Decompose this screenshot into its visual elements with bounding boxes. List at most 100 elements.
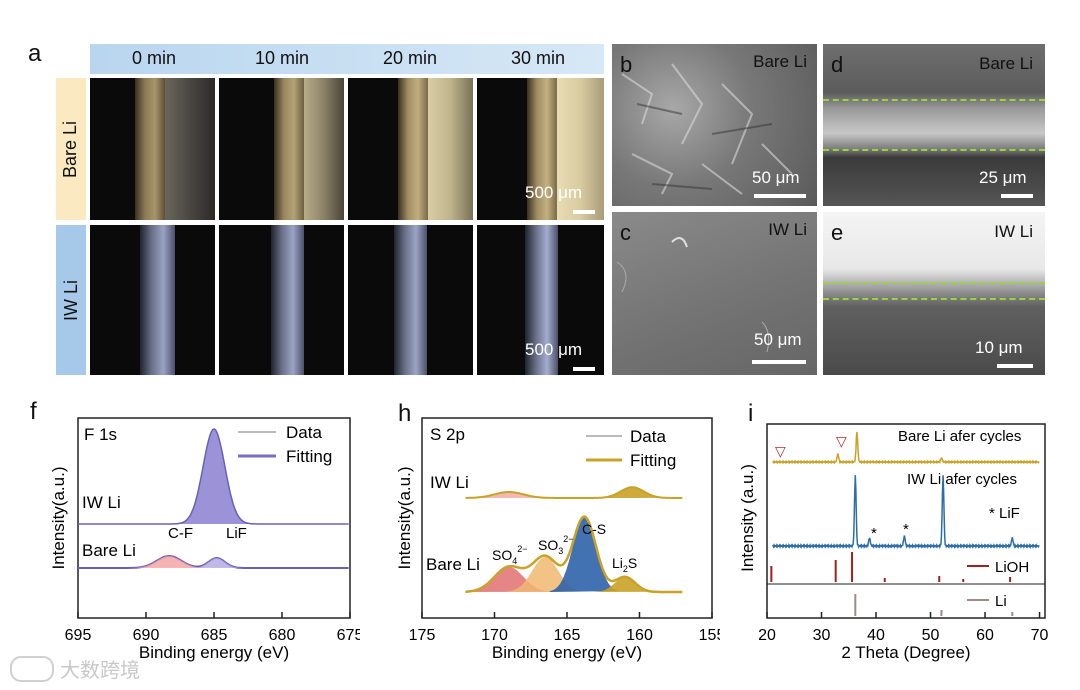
legend-data-label: Data (286, 423, 322, 442)
chart-i-li-refs (854, 594, 1014, 616)
panel-e-label: e (831, 220, 844, 245)
panel-f-label: f (30, 398, 37, 425)
panel-c-title: IW Li (768, 220, 807, 239)
chart-f-x-axis: 695 690 685 680 675 (65, 612, 360, 644)
chart-i-frame (766, 423, 1046, 619)
chart-i-x-axis: 20 30 40 50 60 70 (758, 612, 1049, 644)
legend-data-label-h: Data (630, 427, 666, 446)
x-tick-label: 680 (269, 627, 296, 644)
chart-h-bare-curve (465, 515, 683, 594)
watermark-logo-icon (10, 655, 54, 682)
panel-b-title: Bare Li (753, 52, 807, 71)
scale-label-c: 50 μm (754, 330, 802, 349)
chart-h-iw-label: IW Li (430, 473, 469, 492)
panel-c-label: c (620, 220, 631, 245)
interface-line-e-bottom (823, 298, 1045, 300)
chart-i-bare-label: Bare Li afer cycles (898, 428, 1021, 445)
chart-i-iw-label: IW Li afer cycles (907, 471, 1017, 488)
chart-f-legend: Data Fitting (238, 423, 332, 466)
chart-h-bare-label: Bare Li (426, 555, 480, 574)
time-label-30: 30 min (510, 48, 566, 68)
marker-triangle-2: ▽ (836, 433, 847, 449)
chart-h-cs-peak (549, 517, 619, 592)
scale-label-d: 25 μm (979, 168, 1027, 187)
chart-f-iw-label: IW Li (82, 493, 121, 512)
scale-bar-d (1001, 194, 1033, 198)
scale-bar-b (754, 194, 806, 198)
scale-label-a-bottom: 500 μm (525, 340, 583, 359)
micrograph-iw-10min (219, 225, 344, 375)
chart-h-cs-label: C-S (582, 521, 606, 537)
legend-fitting-label-h: Fitting (630, 451, 676, 470)
chart-h-li2s-label: Li2S (612, 555, 637, 574)
time-label-10: 10 min (254, 48, 310, 68)
chart-f-cf-label: C-F (168, 525, 193, 542)
time-label-0: 0 min (131, 48, 176, 68)
scale-label-e: 10 μm (975, 338, 1023, 357)
panel-a-time-header: 0 min 10 min 20 min 30 min (90, 44, 604, 74)
x-tick-label: 40 (867, 627, 885, 644)
chart-f-bare-curve (78, 554, 349, 569)
scale-bar-a-bottom (573, 367, 595, 371)
interface-line-d-bottom (823, 149, 1045, 151)
chart-h-iw-curve (465, 486, 683, 499)
interface-line-d-top (823, 99, 1045, 101)
watermark: 大数跨境 (10, 654, 140, 683)
chart-i-ylabel: Intensity (a.u.) (738, 464, 757, 572)
chart-f-lif-peak (192, 558, 242, 568)
x-tick-label: 155 (699, 627, 720, 644)
chart-f-title: F 1s (84, 425, 117, 444)
sem-image-d: d Bare Li 25 μm (823, 44, 1045, 206)
chart-h-so4-label: SO42− (492, 544, 528, 566)
x-tick-label: 60 (976, 627, 994, 644)
chart-h-li2s-peak (594, 577, 655, 592)
sem-texture-b (621, 63, 793, 195)
panel-d-title: Bare Li (979, 54, 1033, 73)
chart-f-ylabel: Intensity(a.u.) (49, 467, 68, 570)
panel-i-label: i (748, 400, 754, 427)
panel-d-label: d (831, 52, 844, 77)
micrograph-bare-0min (90, 78, 215, 220)
micrograph-bare-20min (348, 78, 473, 220)
chart-i-bare-pattern (772, 431, 1040, 465)
x-tick-label: 685 (201, 627, 228, 644)
lif-marker-1: * (871, 525, 877, 542)
lif-marker-2: * (903, 521, 909, 538)
panel-b-label: b (620, 52, 633, 77)
x-tick-label: 175 (409, 627, 436, 644)
chart-f-xlabel: Binding energy (eV) (139, 643, 289, 662)
panel-h-label: h (398, 400, 412, 427)
x-tick-label: 20 (758, 627, 776, 644)
micrograph-bare-10min (219, 78, 344, 220)
watermark-text: 大数跨境 (60, 660, 140, 682)
chart-i: ▽ ▽ Bare Li afer cycles IW Li afer cycle… (738, 423, 1049, 662)
micrograph-bare-30min: 500 μm (477, 78, 604, 220)
sem-image-c: c IW Li 50 μm (612, 212, 817, 375)
row-label-iw-li: IW Li (56, 225, 86, 375)
chart-h-x-axis: 175 170 165 160 155 (409, 612, 720, 644)
x-tick-label: 165 (554, 627, 581, 644)
panel-e-title: IW Li (994, 222, 1033, 241)
chart-f-cf-peak (132, 556, 206, 568)
x-tick-label: 675 (337, 627, 360, 644)
sem-texture-c (616, 237, 770, 353)
scale-bar-a-top (573, 210, 595, 214)
chart-i-li-label: Li (995, 593, 1007, 610)
marker-triangle-1: ▽ (775, 443, 786, 459)
chart-f-iw-peak (78, 428, 349, 525)
x-tick-label: 170 (481, 627, 508, 644)
legend-fitting-label: Fitting (286, 447, 332, 466)
chart-i-lioh-label: LiOH (995, 559, 1029, 576)
micrograph-iw-20min (348, 225, 473, 375)
chart-h-xlabel: Binding energy (eV) (492, 643, 642, 662)
sem-image-e: e IW Li 10 μm (823, 212, 1045, 375)
chart-i-xlabel: 2 Theta (Degree) (841, 643, 970, 662)
scale-label-a-top: 500 μm (525, 183, 583, 202)
row-label-bare-li: Bare Li (56, 78, 86, 220)
chart-h: S 2p Data Fitting IW Li Bare Li SO42− SO… (395, 417, 720, 662)
chart-i-lif-legend: * LiF (989, 505, 1020, 522)
scale-bar-e (997, 364, 1033, 368)
micrograph-iw-0min (90, 225, 215, 375)
scale-label-b: 50 μm (752, 168, 800, 187)
x-tick-label: 690 (133, 627, 160, 644)
